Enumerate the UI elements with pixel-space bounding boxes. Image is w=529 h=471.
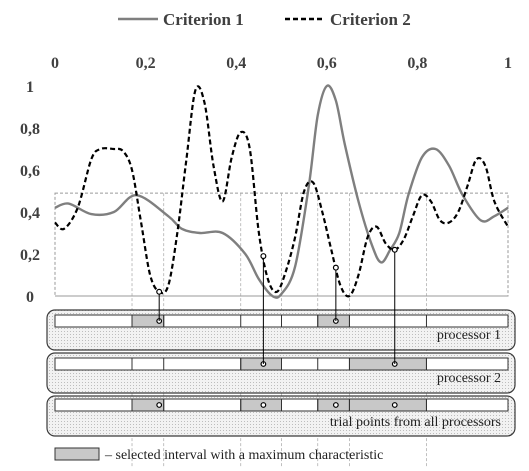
- processor-bands: processor 1 processor 2 trial points from …: [47, 310, 515, 436]
- x-tick-label: 0,6: [317, 55, 337, 72]
- y-tick-label: 0,4: [20, 205, 40, 222]
- trial-point-marker: [333, 265, 338, 270]
- caption: – selected interval with a maximum chara…: [55, 448, 383, 463]
- band-label: processor 1: [437, 328, 501, 343]
- legend-label-1: Criterion 1: [163, 10, 244, 29]
- band-trial-point: [261, 403, 266, 408]
- selected-interval: [349, 399, 426, 411]
- x-tick-label: 1: [504, 55, 512, 72]
- band-trial-point: [157, 403, 162, 408]
- band-trial-point: [334, 403, 339, 408]
- band-processor-3: trial points from all processors: [47, 396, 515, 436]
- y-tick-label: 1: [26, 79, 34, 96]
- y-axis-ticks: 0 0,2 0,4 0,6 0,8 1: [20, 79, 40, 306]
- caption-swatch: [55, 448, 99, 460]
- x-tick-label: 0,8: [407, 55, 427, 72]
- y-tick-label: 0: [26, 289, 34, 306]
- band-label: trial points from all processors: [330, 415, 501, 430]
- selected-interval: [349, 358, 426, 370]
- x-axis-ticks: 0 0,2 0,4 0,6 0,8 1: [51, 55, 512, 72]
- legend-label-2: Criterion 2: [330, 10, 411, 29]
- trial-point-marker: [392, 247, 397, 252]
- trial-point-marker: [261, 254, 266, 259]
- y-tick-label: 0,6: [20, 163, 40, 180]
- band-processor-2: processor 2: [47, 353, 515, 393]
- band-trial-point: [392, 403, 397, 408]
- x-tick-label: 0: [51, 55, 59, 72]
- legend: Criterion 1 Criterion 2: [118, 10, 411, 29]
- band-label: processor 2: [437, 371, 501, 386]
- caption-text: – selected interval with a maximum chara…: [104, 448, 383, 463]
- x-tick-label: 0,4: [226, 55, 246, 72]
- band-processor-1: processor 1: [47, 310, 515, 350]
- trial-point-marker: [157, 289, 162, 294]
- y-tick-label: 0,8: [20, 121, 40, 138]
- y-tick-label: 0,2: [20, 247, 40, 264]
- x-tick-label: 0,2: [136, 55, 156, 72]
